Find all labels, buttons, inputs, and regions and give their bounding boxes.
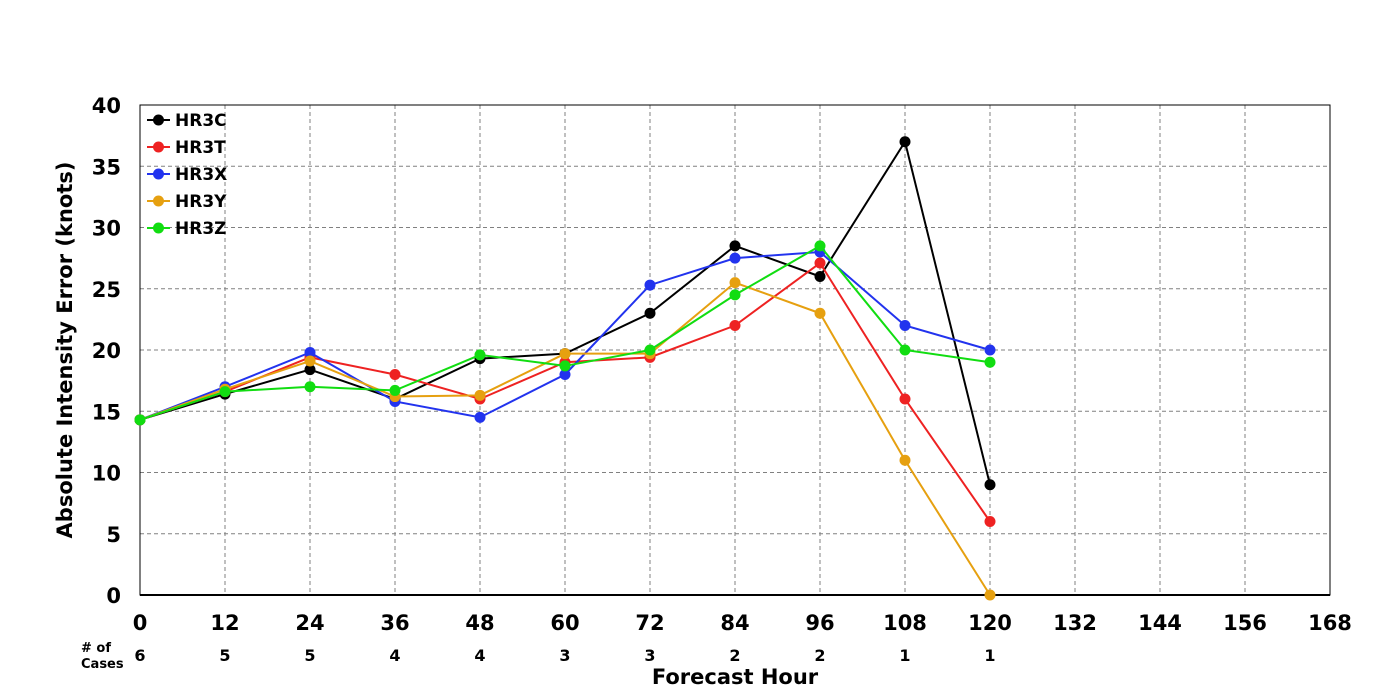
- data-point-hr3z: [814, 240, 826, 252]
- y-tick-label: 20: [92, 339, 121, 363]
- y-tick-label: 5: [106, 523, 121, 547]
- x-tick-label: 132: [1053, 611, 1097, 635]
- legend-marker: [153, 168, 164, 180]
- legend: HR3C HR3T HR3X HR3Y HR3Z: [147, 111, 227, 239]
- data-point-hr3z: [729, 289, 741, 301]
- case-count: 3: [559, 646, 570, 665]
- case-count: 2: [814, 646, 825, 665]
- legend-label: HR3Z: [175, 219, 226, 239]
- data-point-hr3z: [984, 356, 996, 368]
- y-tick-label: 25: [92, 278, 121, 302]
- legend-label: HR3X: [175, 165, 227, 185]
- x-tick-label: 60: [550, 611, 579, 635]
- data-point-hr3y: [729, 277, 741, 289]
- x-axis-title: Forecast Hour: [652, 665, 819, 689]
- data-point-hr3y: [304, 355, 316, 367]
- case-count: 4: [474, 646, 485, 665]
- legend-label: HR3Y: [175, 192, 227, 212]
- data-point-hr3z: [559, 360, 571, 372]
- data-point-hr3z: [304, 381, 316, 393]
- y-tick-label: 15: [92, 400, 121, 424]
- data-point-hr3t: [389, 369, 401, 380]
- data-point-hr3y: [899, 454, 911, 466]
- y-tick-label: 40: [92, 94, 121, 118]
- y-tick-label: 10: [92, 462, 121, 486]
- data-point-hr3x: [559, 369, 571, 380]
- case-count: 2: [729, 646, 740, 665]
- legend-marker: [153, 114, 164, 126]
- data-point-hr3z: [134, 414, 146, 426]
- y-axis-title: Absolute Intensity Error (knots): [53, 162, 77, 539]
- x-tick-label: 72: [635, 611, 664, 635]
- x-tick-label: 36: [380, 611, 409, 635]
- data-point-hr3t: [814, 257, 826, 269]
- data-point-hr3y: [814, 307, 826, 319]
- data-point-hr3z: [219, 386, 231, 398]
- y-tick-labels: 0 5 10 15 20 25 30 35 40: [92, 94, 121, 608]
- x-tick-label: 96: [805, 611, 834, 635]
- data-point-hr3c: [729, 240, 741, 252]
- data-point-hr3y: [474, 389, 486, 401]
- x-tick-label: 168: [1308, 611, 1352, 635]
- legend-marker: [153, 141, 164, 153]
- x-tick-label: 84: [720, 611, 749, 635]
- case-count: 5: [304, 646, 315, 665]
- data-point-hr3x: [984, 344, 996, 356]
- data-point-hr3z: [389, 384, 401, 396]
- data-point-hr3y: [984, 589, 996, 601]
- data-point-hr3x: [899, 320, 911, 331]
- data-point-hr3y: [559, 348, 571, 360]
- x-tick-label: 144: [1138, 611, 1182, 635]
- legend-marker: [153, 222, 164, 234]
- legend-label: HR3T: [175, 138, 226, 158]
- data-point-hr3c: [984, 479, 996, 491]
- data-point-hr3c: [814, 271, 826, 282]
- x-tick-label: 48: [465, 611, 494, 635]
- x-tick-label: 24: [295, 611, 324, 635]
- legend-label: HR3C: [175, 111, 227, 131]
- x-tick-label: 0: [133, 611, 148, 635]
- data-point-hr3t: [984, 516, 996, 527]
- y-tick-label: 30: [92, 217, 121, 241]
- series-lines: [134, 136, 996, 601]
- case-count: 1: [984, 646, 995, 665]
- data-point-hr3c: [899, 136, 911, 148]
- x-tick-label: 12: [210, 611, 239, 635]
- y-tick-label: 0: [106, 584, 121, 608]
- data-point-hr3t: [729, 320, 741, 331]
- case-count: 3: [644, 646, 655, 665]
- data-point-hr3z: [899, 344, 911, 356]
- case-count: 5: [219, 646, 230, 665]
- data-point-hr3x: [304, 346, 316, 358]
- x-tick-label: 120: [968, 611, 1012, 635]
- data-point-hr3x: [729, 252, 741, 264]
- data-point-hr3x: [474, 411, 486, 423]
- case-count: 4: [389, 646, 400, 665]
- y-tick-label: 35: [92, 155, 121, 179]
- data-point-hr3c: [304, 364, 316, 376]
- x-tick-label: 108: [883, 611, 927, 635]
- cases-label: Cases: [81, 657, 124, 672]
- data-point-hr3c: [644, 307, 656, 319]
- data-point-hr3x: [644, 279, 656, 291]
- cases-label: # of: [81, 641, 111, 656]
- data-point-hr3z: [474, 349, 486, 361]
- x-tick-labels: 0 12 24 36 48 60 72 84 96 108 120 132 144 156 168: [133, 611, 1352, 635]
- data-point-hr3t: [899, 393, 911, 405]
- legend-marker: [153, 195, 164, 207]
- case-count: 6: [134, 646, 145, 665]
- case-count: 1: [899, 646, 910, 665]
- x-tick-label: 156: [1223, 611, 1267, 635]
- data-point-hr3z: [644, 344, 656, 356]
